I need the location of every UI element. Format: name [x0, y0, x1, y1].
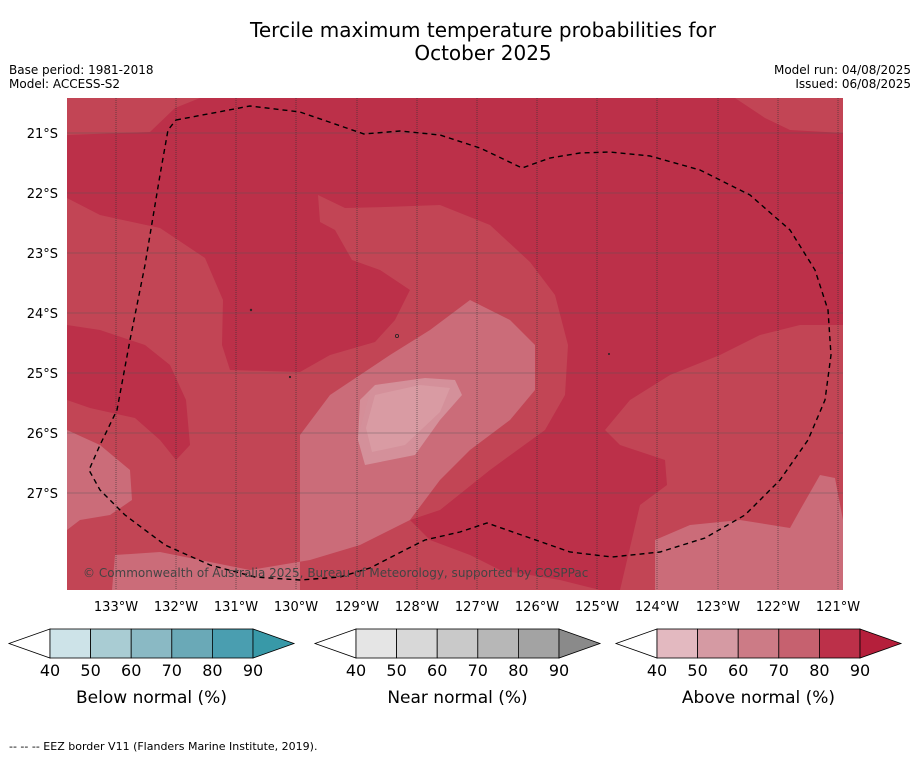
lon-label: 131°W [214, 600, 258, 615]
legend-label: Above normal (%) [682, 688, 835, 708]
legend-swatch [90, 628, 132, 659]
legend-max-arrow [859, 628, 903, 659]
legend-label: Below normal (%) [76, 688, 227, 708]
lat-label-25s: 25°S [27, 367, 58, 382]
eez-border [88, 105, 832, 581]
lon-label: 127°W [455, 600, 499, 615]
legend-tick: 50 [386, 661, 406, 680]
legend-swatch [819, 628, 861, 659]
lon-label: 124°W [635, 600, 679, 615]
legend-min-arrow [313, 628, 357, 659]
legend-above-normal: 40 50 60 70 80 90 Above normal (%) [614, 628, 903, 708]
legend-max-arrow [558, 628, 602, 659]
legend-label: Near normal (%) [387, 688, 527, 708]
legend-tick: 70 [162, 661, 182, 680]
lon-label: 130°W [274, 600, 318, 615]
lon-label: 133°W [94, 600, 138, 615]
map-figure: © Commonwealth of Australia 2025, Bureau… [7, 98, 903, 708]
above-normal-70-zone-northeast [735, 98, 843, 133]
above-normal-70-zone-east [605, 325, 843, 590]
above-normal-60-zone-center [112, 300, 535, 590]
legend-tick: 60 [121, 661, 141, 680]
legend-tick: 80 [809, 661, 829, 680]
above-normal-40-zone-core [366, 385, 450, 452]
legend-swatch [697, 628, 739, 659]
probability-map [67, 98, 843, 590]
above-normal-70-zone-west [67, 195, 600, 590]
legend-tick: 40 [40, 661, 60, 680]
legend-tick: 70 [468, 661, 488, 680]
lon-label: 123°W [696, 600, 740, 615]
lat-label-23s: 23°S [27, 247, 58, 262]
copyright-text: © Commonwealth of Australia 2025, Bureau… [83, 566, 588, 580]
legend-tick: 90 [243, 661, 263, 680]
lat-label-24s: 24°S [27, 307, 58, 322]
legend-swatch [737, 628, 780, 659]
legend-swatch [518, 628, 560, 659]
lat-label-22s: 22°S [27, 187, 58, 202]
lon-label: 122°W [756, 600, 800, 615]
lon-label: 132°W [154, 600, 198, 615]
map-title-line1: Tercile maximum temperature probabilitie… [250, 18, 716, 42]
lon-label: 121°W [816, 600, 860, 615]
above-normal-70-zone-north [67, 98, 200, 135]
meta-right: Model run: 04/08/2025 Issued: 06/08/2025 [774, 63, 911, 91]
lat-gridlines [67, 132, 843, 494]
lon-gridlines [115, 98, 839, 590]
legend-tick: 80 [508, 661, 528, 680]
legend-min-arrow [7, 628, 51, 659]
island-marker [288, 375, 292, 379]
lon-label: 129°W [335, 600, 379, 615]
legend-swatch [130, 628, 173, 659]
legend-tick: 50 [687, 661, 707, 680]
legend-swatch [436, 628, 479, 659]
lat-label-27s: 27°S [27, 487, 58, 502]
legend-swatch [778, 628, 820, 659]
above-normal-60-zone-west [67, 430, 132, 530]
lon-labels: 133°W 132°W 131°W 130°W 129°W 128°W 127°W 126°W… [94, 600, 860, 615]
base-period: Base period: 1981-2018 [9, 63, 154, 77]
legend-swatch [171, 628, 213, 659]
legend-swatch [211, 628, 254, 659]
legend-max-arrow [252, 628, 296, 659]
legend-min-arrow [614, 628, 658, 659]
legend-tick: 40 [346, 661, 366, 680]
lat-label-21s: 21°S [27, 127, 58, 142]
legend-tick: 60 [427, 661, 447, 680]
legend-tick: 90 [850, 661, 870, 680]
above-normal-80-zone-west [67, 325, 190, 460]
legend-tick: 60 [728, 661, 748, 680]
legend-tick: 70 [769, 661, 789, 680]
legend-tick: 40 [647, 661, 667, 680]
legend-below-normal: 40 50 60 70 80 90 Below normal (%) [7, 628, 296, 708]
legend-swatch [396, 628, 438, 659]
model-run: Model run: 04/08/2025 [773, 63, 911, 77]
lon-label: 128°W [395, 600, 439, 615]
legend-tick: 90 [549, 661, 569, 680]
lon-label: 125°W [575, 600, 619, 615]
legend-near-normal: 40 50 60 70 80 90 Near normal (%) [313, 628, 602, 708]
legend-swatch [49, 628, 91, 659]
map-title: Tercile maximum temperature probabilitie… [0, 19, 919, 65]
island-marker [394, 333, 399, 338]
island-marker [249, 308, 253, 312]
above-normal-50-zone-ring [360, 392, 370, 430]
lat-labels: 21°S 22°S 23°S 24°S 25°S 26°S 27°S [27, 127, 58, 502]
legend-tick: 50 [80, 661, 100, 680]
lat-label-26s: 26°S [27, 427, 58, 442]
island-marker [608, 352, 611, 355]
above-normal-60-zone-east [655, 475, 843, 590]
islands [249, 308, 611, 379]
legend-tick: 80 [202, 661, 222, 680]
model-name: Model: ACCESS-S2 [9, 77, 121, 91]
legend-swatch [477, 628, 519, 659]
map-title-line2: October 2025 [414, 41, 552, 65]
meta-left: Base period: 1981-2018 Model: ACCESS-S2 [9, 63, 154, 91]
eez-footer-note: -- -- -- EEZ border V11 (Flanders Marine… [9, 740, 318, 753]
legend-swatch [355, 628, 397, 659]
legend-swatch [656, 628, 698, 659]
lon-label: 126°W [515, 600, 559, 615]
issued-date: Issued: 06/08/2025 [795, 77, 911, 91]
